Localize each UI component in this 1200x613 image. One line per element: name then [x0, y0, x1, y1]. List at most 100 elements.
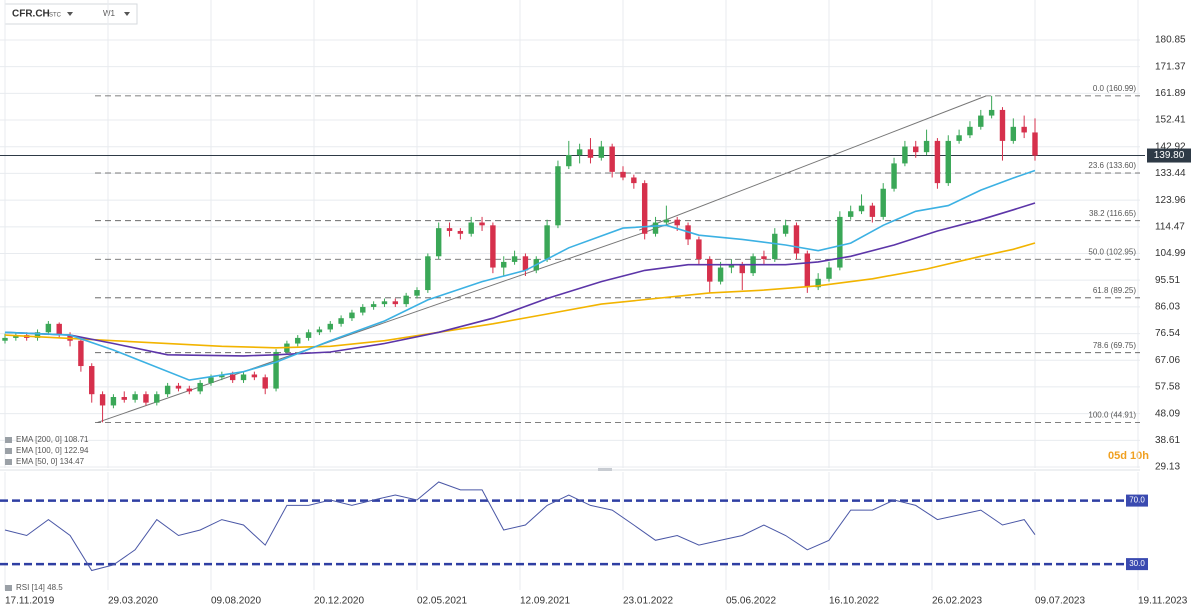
candle-body	[544, 225, 550, 260]
y-tick-label: 171.37	[1155, 61, 1186, 72]
candle-body	[804, 253, 811, 288]
candle-body	[696, 239, 702, 260]
candle-body	[631, 177, 637, 184]
candle-body	[598, 146, 605, 158]
legend-entry: EMA [100, 0] 122.94	[16, 446, 89, 455]
fib-label: 61.8 (89.25)	[1093, 286, 1136, 295]
candle-body	[446, 228, 453, 231]
y-tick-label: 57.58	[1155, 382, 1180, 393]
candle-body	[197, 382, 203, 392]
x-tick-label: 12.09.2021	[520, 596, 570, 607]
fib-label: 23.6 (133.60)	[1088, 161, 1136, 170]
y-tick-label: 180.85	[1155, 35, 1186, 46]
candle-body	[13, 335, 19, 338]
y-tick-label: 86.03	[1155, 302, 1180, 313]
y-tick-label: 123.96	[1155, 195, 1186, 206]
candle-body	[370, 304, 377, 307]
candle-body	[707, 259, 713, 282]
candle-body	[262, 377, 268, 389]
candle-body	[815, 278, 821, 288]
x-tick-label: 23.01.2022	[623, 596, 673, 607]
candle-body	[273, 351, 279, 389]
legend-entry: RSI [14] 48.5	[16, 583, 63, 592]
y-tick-label: 48.09	[1155, 408, 1180, 419]
candle-body	[1021, 126, 1027, 133]
candle-body	[967, 126, 973, 136]
candle-body	[89, 366, 95, 395]
current-price-label: 139.80	[1154, 150, 1185, 161]
legend-icon	[5, 459, 12, 465]
candle-body	[425, 256, 431, 291]
x-tick-label: 16.10.2022	[829, 596, 879, 607]
y-tick-label: 95.51	[1155, 275, 1180, 286]
candle-body	[34, 332, 41, 338]
symbol: CFR.CH	[12, 9, 50, 20]
ema-line	[4, 242, 1036, 349]
candle-body	[555, 166, 561, 226]
candle-body	[728, 264, 735, 268]
x-tick-label: 09.08.2020	[211, 596, 261, 607]
y-tick-label: 104.99	[1155, 248, 1186, 259]
candle-body	[999, 109, 1006, 141]
trendline	[639, 95, 987, 231]
candle-body	[99, 394, 106, 406]
candle-body	[175, 385, 182, 389]
candle-body	[121, 397, 127, 400]
ema-line	[4, 202, 1036, 357]
trendline	[96, 219, 681, 424]
candle-body	[945, 140, 951, 184]
candle-body	[164, 385, 171, 395]
current-price-box	[1147, 148, 1191, 163]
fib-label: 0.0 (160.99)	[1093, 84, 1136, 93]
candle-body	[566, 154, 572, 167]
fib-label: 38.2 (116.65)	[1089, 209, 1136, 218]
candle-body	[219, 374, 225, 378]
candle-body	[457, 230, 464, 234]
candle-body	[435, 228, 442, 257]
candle-body	[739, 264, 745, 274]
x-tick-label: 17.11.2019	[5, 596, 55, 607]
candle-body	[587, 149, 594, 158]
candle-body	[772, 233, 778, 260]
x-tick-label: 02.05.2021	[417, 596, 467, 607]
candle-body	[869, 205, 876, 217]
candle-body	[360, 306, 366, 313]
x-tick-label: 19.11.2023	[1138, 596, 1188, 607]
y-tick-label: 114.47	[1155, 221, 1185, 232]
candle-body	[143, 394, 149, 403]
candle-body	[782, 225, 789, 234]
candle-body	[652, 222, 659, 234]
level-label-box	[1126, 558, 1148, 571]
x-tick-label: 26.02.2023	[932, 596, 982, 607]
candle-body	[793, 225, 800, 254]
x-tick-label: 09.07.2023	[1035, 596, 1085, 607]
ema-line	[4, 169, 1036, 381]
candle-body	[978, 115, 984, 127]
candle-body	[251, 374, 258, 378]
market: STC	[49, 13, 62, 19]
legend-icon	[5, 448, 12, 454]
symbol-selector[interactable]: CFR.CH STC W1	[4, 3, 138, 25]
candle-body	[349, 312, 355, 319]
candle-body	[522, 256, 529, 271]
candle-body	[316, 329, 323, 333]
candle-body	[78, 340, 84, 367]
fib-label: 100.0 (44.91)	[1088, 411, 1136, 420]
candle-body	[826, 267, 832, 279]
dropdown-arrow	[124, 12, 130, 16]
candle-body	[674, 219, 680, 226]
x-tick-label: 20.12.2020	[314, 596, 364, 607]
candle-body	[305, 332, 312, 338]
candle-body	[468, 222, 474, 234]
candle-body	[837, 216, 843, 268]
fib-label: 78.6 (69.75)	[1093, 341, 1136, 350]
y-tick-label: 30.0	[1129, 559, 1145, 568]
candle-body	[902, 146, 908, 164]
candle-body	[154, 394, 160, 403]
candle-body	[110, 397, 117, 406]
candle-body	[327, 323, 333, 330]
candle-body	[609, 146, 615, 172]
panel-handle[interactable]	[598, 468, 612, 471]
level-label-box	[1126, 494, 1148, 507]
candle-body	[913, 146, 919, 153]
